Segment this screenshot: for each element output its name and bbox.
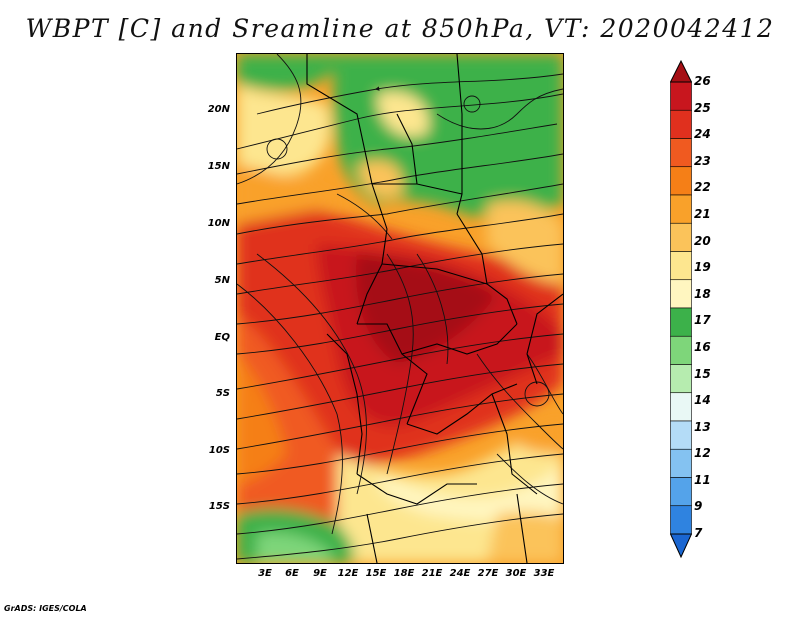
lon-label-12e: 12E: [337, 568, 359, 579]
colorbar-segment: [670, 109, 692, 139]
colorbar-label: 9: [694, 499, 703, 514]
colorbar-segment: [670, 364, 692, 394]
colorbar-segment: [670, 307, 692, 337]
colorbar-label: 17: [694, 313, 711, 328]
wbpt-shading: [237, 54, 563, 563]
lon-label-9e: 9E: [313, 568, 327, 579]
colorbar-segment: [670, 279, 692, 309]
colorbar-segment: [670, 81, 692, 111]
lat-label-5n: 5N: [214, 275, 230, 286]
colorbar-label: 19: [694, 260, 711, 275]
lat-label-5s: 5S: [215, 388, 230, 399]
lat-label-20n: 20N: [207, 104, 230, 115]
colorbar-label: 16: [694, 339, 711, 354]
wbpt-field-map: [237, 54, 563, 563]
colorbar-label: 11: [694, 472, 711, 487]
colorbar-label: 25: [694, 100, 711, 115]
colorbar-segment: [670, 222, 692, 252]
colorbar-min-arrow: [670, 533, 692, 559]
streamlines: [237, 54, 563, 560]
lon-label-30e: 30E: [505, 568, 527, 579]
colorbar-label: 26: [694, 74, 711, 88]
colorbar-segment: [670, 392, 692, 422]
lat-label-15n: 15N: [207, 161, 230, 172]
colorbar-segment: [670, 251, 692, 281]
colorbar-max-arrow: [670, 60, 692, 83]
colorbar-label: 15: [694, 366, 711, 381]
colorbar-label: 23: [694, 153, 711, 168]
lon-label-6e: 6E: [285, 568, 299, 579]
lon-label-18e: 18E: [393, 568, 415, 579]
chart-title: WBPT [C] and Sreamline at 850hPa, VT: 20…: [25, 14, 775, 43]
lon-label-15e: 15E: [365, 568, 387, 579]
colorbar-segment: [670, 335, 692, 365]
colorbar-segment: [670, 477, 692, 507]
grads-credit: GrADS: IGES/COLA: [4, 604, 87, 613]
lat-label-15s: 15S: [208, 501, 230, 512]
colorbar-segment: [670, 166, 692, 196]
colorbar-label: 13: [694, 419, 711, 434]
colorbar-segment: [670, 448, 692, 478]
colorbar-label: 7: [694, 526, 703, 540]
colorbar-label: 14: [694, 393, 711, 408]
lon-label-3e: 3E: [258, 568, 272, 579]
colorbar-label: 20: [694, 233, 711, 248]
colorbar-segment: [670, 505, 692, 535]
colorbar-label: 18: [694, 286, 711, 301]
colorbar-segments: [670, 81, 692, 535]
country-borders: [306, 54, 563, 563]
colorbar-segment: [670, 420, 692, 450]
colorbar: [670, 60, 692, 559]
colorbar-label: 21: [694, 206, 711, 221]
colorbar-label: 12: [694, 446, 711, 461]
lon-label-33e: 33E: [533, 568, 555, 579]
colorbar-label: 22: [694, 180, 711, 195]
lon-label-27e: 27E: [477, 568, 499, 579]
colorbar-segment: [670, 194, 692, 224]
map-panel: [236, 53, 564, 564]
lat-label-10n: 10N: [207, 218, 230, 229]
colorbar-label: 24: [694, 127, 711, 142]
colorbar-segment: [670, 138, 692, 168]
lon-label-24e: 24E: [449, 568, 471, 579]
lon-label-21e: 21E: [421, 568, 443, 579]
lat-label-10s: 10S: [208, 445, 230, 456]
lat-label-eq: EQ: [214, 332, 230, 343]
